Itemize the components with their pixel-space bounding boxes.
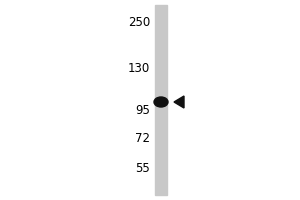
Polygon shape xyxy=(174,96,184,108)
Ellipse shape xyxy=(154,97,168,107)
Text: 130: 130 xyxy=(128,62,150,74)
Text: 95: 95 xyxy=(135,104,150,116)
Bar xyxy=(155,5,167,195)
Text: 250: 250 xyxy=(128,16,150,28)
Text: 55: 55 xyxy=(135,162,150,174)
Text: 72: 72 xyxy=(135,132,150,144)
